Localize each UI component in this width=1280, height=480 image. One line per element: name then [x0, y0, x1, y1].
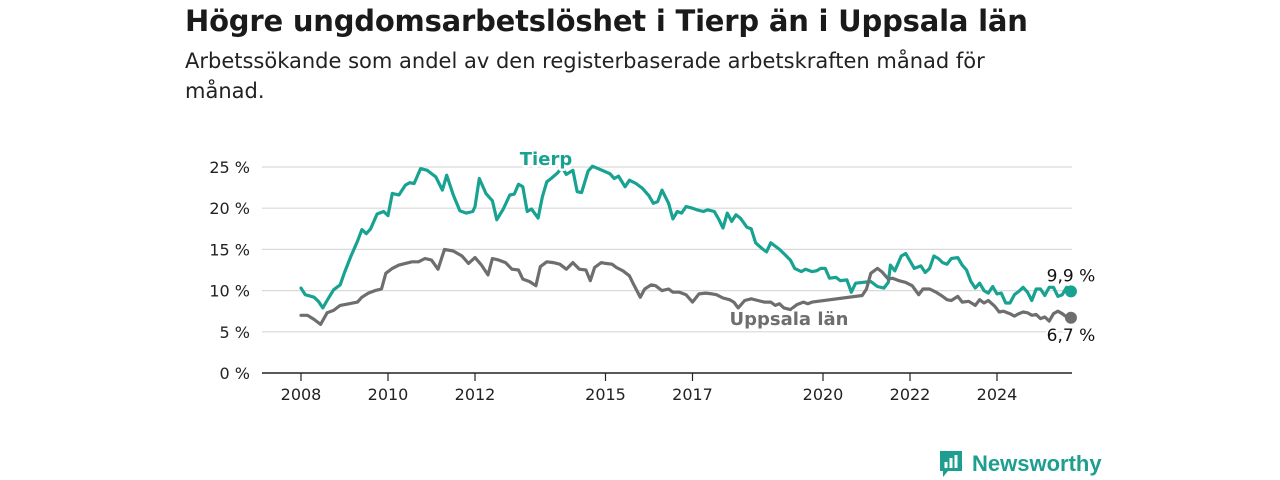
y-tick-label: 25 %: [209, 158, 250, 177]
x-tick-label: 2008: [281, 385, 322, 404]
tierp-line: [299, 164, 1073, 310]
tierp-series-label: Tierp: [520, 149, 573, 170]
y-tick-label: 20 %: [209, 199, 250, 218]
y-tick-label: 5 %: [220, 323, 250, 342]
y-tick-label: 10 %: [209, 282, 250, 301]
chart-subtitle: Arbetssökande som andel av den registerb…: [185, 49, 985, 103]
x-tick-label: 2022: [890, 385, 931, 404]
x-tick-label: 2012: [455, 385, 496, 404]
x-tick-label: 2017: [672, 385, 713, 404]
y-tick-label: 15 %: [209, 240, 250, 259]
x-tick-label: 2020: [803, 385, 844, 404]
x-tick-label: 2010: [368, 385, 409, 404]
tierp-end-dot: [1064, 285, 1077, 298]
lan-end-value: 6,7 %: [1047, 326, 1096, 346]
series-lines: [299, 164, 1077, 326]
lan-line: [299, 247, 1073, 326]
chart-title: Högre ungdomsarbetslöshet i Tierp än i U…: [185, 4, 1028, 38]
tierp-end-value: 9,9 %: [1047, 266, 1096, 286]
y-tick-label: 0 %: [220, 364, 250, 383]
grid-lines: [262, 166, 1072, 374]
x-tick-label: 2015: [585, 385, 626, 404]
newsworthy-logo[interactable]: Newsworthy: [938, 449, 1102, 479]
lan-series-label: Uppsala län: [730, 309, 849, 330]
x-axis-ticks: 2008 2010 2012 2015 2017 2020 2022 2024: [281, 373, 1018, 404]
newsworthy-logo-icon: [940, 451, 962, 477]
y-axis-ticks: 0 % 5 % 10 % 15 % 20 % 25 %: [209, 158, 250, 383]
lan-end-dot: [1064, 311, 1077, 324]
brand-name: Newsworthy: [972, 451, 1102, 476]
series-labels: Tierp Uppsala län 9,9 % 6,7 %: [517, 147, 1097, 348]
x-tick-label: 2024: [977, 385, 1018, 404]
